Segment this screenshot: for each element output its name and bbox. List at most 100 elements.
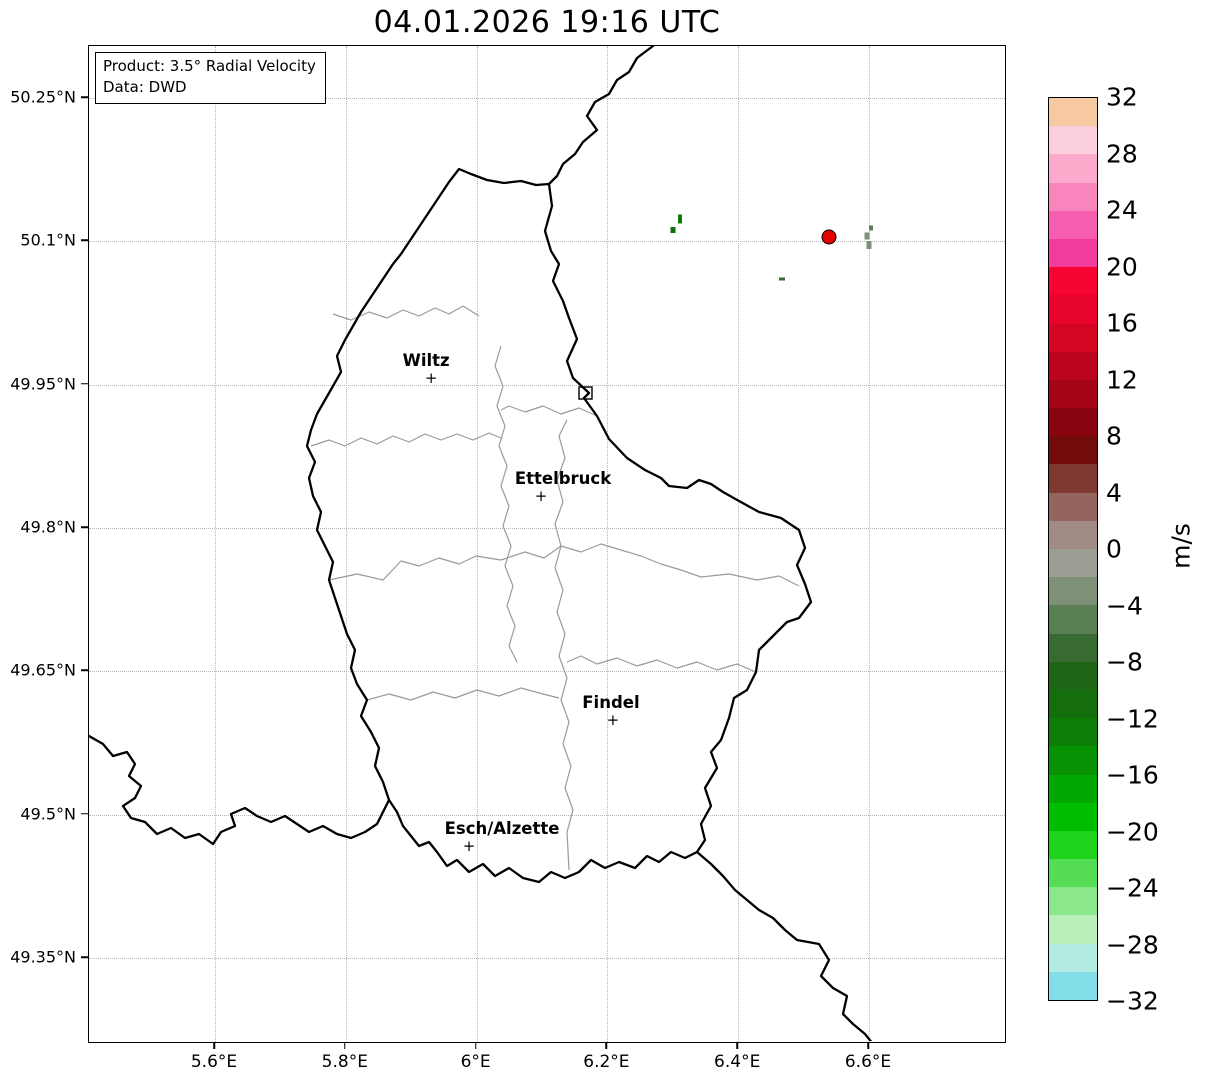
radar-echo [778, 277, 785, 281]
colorbar-tick-label: −28 [1106, 930, 1159, 959]
colorbar-band [1049, 126, 1097, 155]
colorbar-band [1049, 323, 1097, 352]
colorbar-tick-label: −16 [1106, 760, 1159, 790]
colorbar-band [1049, 520, 1097, 549]
colorbar-tick-label: 12 [1106, 365, 1138, 394]
colorbar-band [1049, 295, 1097, 324]
country-border-north [547, 46, 655, 186]
radar-site-marker [821, 229, 837, 245]
colorbar-tick-label: −4 [1106, 591, 1143, 620]
y-tick-mark [81, 96, 88, 98]
y-tick-label: 49.5°N [20, 804, 76, 824]
city-label-esch-alzette: Esch/Alzette [444, 819, 560, 839]
y-tick-mark [81, 956, 88, 958]
radar-echo [866, 241, 872, 250]
product-info-box: Product: 3.5° Radial Velocity Data: DWD [95, 52, 326, 104]
colorbar-tick-label: −8 [1106, 647, 1143, 677]
y-tick-label: 50.25°N [10, 87, 76, 107]
colorbar-band [1049, 971, 1097, 1000]
colorbar-band [1049, 492, 1097, 521]
x-gridline [476, 46, 478, 1042]
city-marker-esch-alzette: + [462, 837, 476, 856]
colorbar-tick-label: 16 [1106, 308, 1138, 338]
colorbar-band [1049, 154, 1097, 183]
city-label-wiltz: Wiltz [402, 350, 450, 370]
colorbar-tick-label: 28 [1106, 139, 1138, 168]
radar-echo [670, 226, 676, 233]
x-tick-mark [213, 1043, 215, 1049]
y-gridline [89, 384, 1005, 386]
colorbar-band [1049, 605, 1097, 634]
colorbar-band [1049, 746, 1097, 775]
colorbar-band [1049, 661, 1097, 690]
colorbar-tick-label: 32 [1106, 82, 1138, 112]
colorbar-tick-label: 0 [1106, 534, 1122, 564]
x-tick-mark [867, 1043, 869, 1049]
colorbar-tick-label: −32 [1106, 986, 1159, 1016]
colorbar-tick-label: 24 [1106, 195, 1138, 225]
x-tick-mark [344, 1043, 346, 1049]
border-map [89, 46, 873, 1041]
colorbar-band [1049, 577, 1097, 606]
y-tick-mark [81, 382, 88, 385]
city-marker-ettelbruck: + [534, 487, 548, 506]
x-tick-label: 6.4°E [714, 1052, 761, 1072]
x-tick-label: 6.6°E [844, 1052, 892, 1072]
y-tick-mark [81, 812, 88, 815]
y-tick-label: 49.95°N [10, 374, 76, 394]
country-border-luxembourg [305, 167, 813, 884]
colorbar-band [1049, 887, 1097, 916]
y-gridline [89, 671, 1005, 673]
colorbar-unit-label: m/s [1166, 523, 1196, 569]
colorbar-band [1049, 915, 1097, 944]
figure-title: 04.01.2026 19:16 UTC [373, 5, 721, 40]
y-tick-mark [81, 239, 88, 242]
colorbar-band [1049, 408, 1097, 437]
colorbar-band [1049, 267, 1097, 296]
city-marker-wiltz: + [424, 368, 438, 387]
colorbar-tick-label: −20 [1106, 817, 1159, 846]
y-tick-mark [81, 669, 88, 672]
colorbar-band [1049, 633, 1097, 662]
y-gridline [89, 528, 1005, 529]
y-tick-label: 49.8°N [20, 517, 76, 537]
radar-echo [869, 225, 874, 231]
city-label-ettelbruck: Ettelbruck [514, 469, 612, 489]
x-gridline [215, 46, 216, 1042]
y-gridline [89, 241, 1005, 243]
colorbar-band [1049, 943, 1097, 972]
colorbar-band [1049, 210, 1097, 239]
colorbar-band [1049, 859, 1097, 888]
colorbar-band [1049, 830, 1097, 860]
colorbar-band [1049, 464, 1097, 493]
y-tick-label: 49.35°N [10, 947, 76, 967]
y-gridline [89, 98, 1005, 99]
colorbar-tick-label: 20 [1106, 252, 1138, 281]
colorbar-band [1049, 379, 1097, 409]
colorbar-band [1049, 802, 1097, 831]
colorbar-band [1049, 549, 1097, 578]
x-tick-label: 6.2°E [583, 1052, 630, 1072]
y-tick-label: 49.65°N [10, 660, 76, 680]
y-gridline [89, 958, 1005, 959]
y-tick-label: 50.1°N [20, 230, 76, 250]
colorbar-band [1049, 689, 1097, 719]
x-gridline [738, 46, 740, 1042]
country-border-southeast [695, 850, 873, 1041]
y-tick-mark [81, 526, 88, 528]
product-label: Product: 3.5° Radial Velocity [103, 57, 316, 75]
colorbar-gradient [1049, 98, 1097, 1000]
map-axes: Product: 3.5° Radial Velocity Data: DWD [88, 45, 1006, 1043]
country-border-southwest [89, 734, 391, 846]
colorbar-band [1049, 98, 1097, 127]
city-marker-findel: + [606, 711, 620, 730]
colorbar-band [1049, 182, 1097, 211]
colorbar-band [1049, 718, 1097, 747]
colorbar [1048, 97, 1098, 1001]
x-tick-label: 5.8°E [321, 1052, 368, 1072]
grid-layer [89, 46, 1005, 1042]
x-tick-mark [605, 1043, 608, 1049]
x-tick-mark [474, 1043, 477, 1049]
border-marker-square [578, 386, 593, 400]
